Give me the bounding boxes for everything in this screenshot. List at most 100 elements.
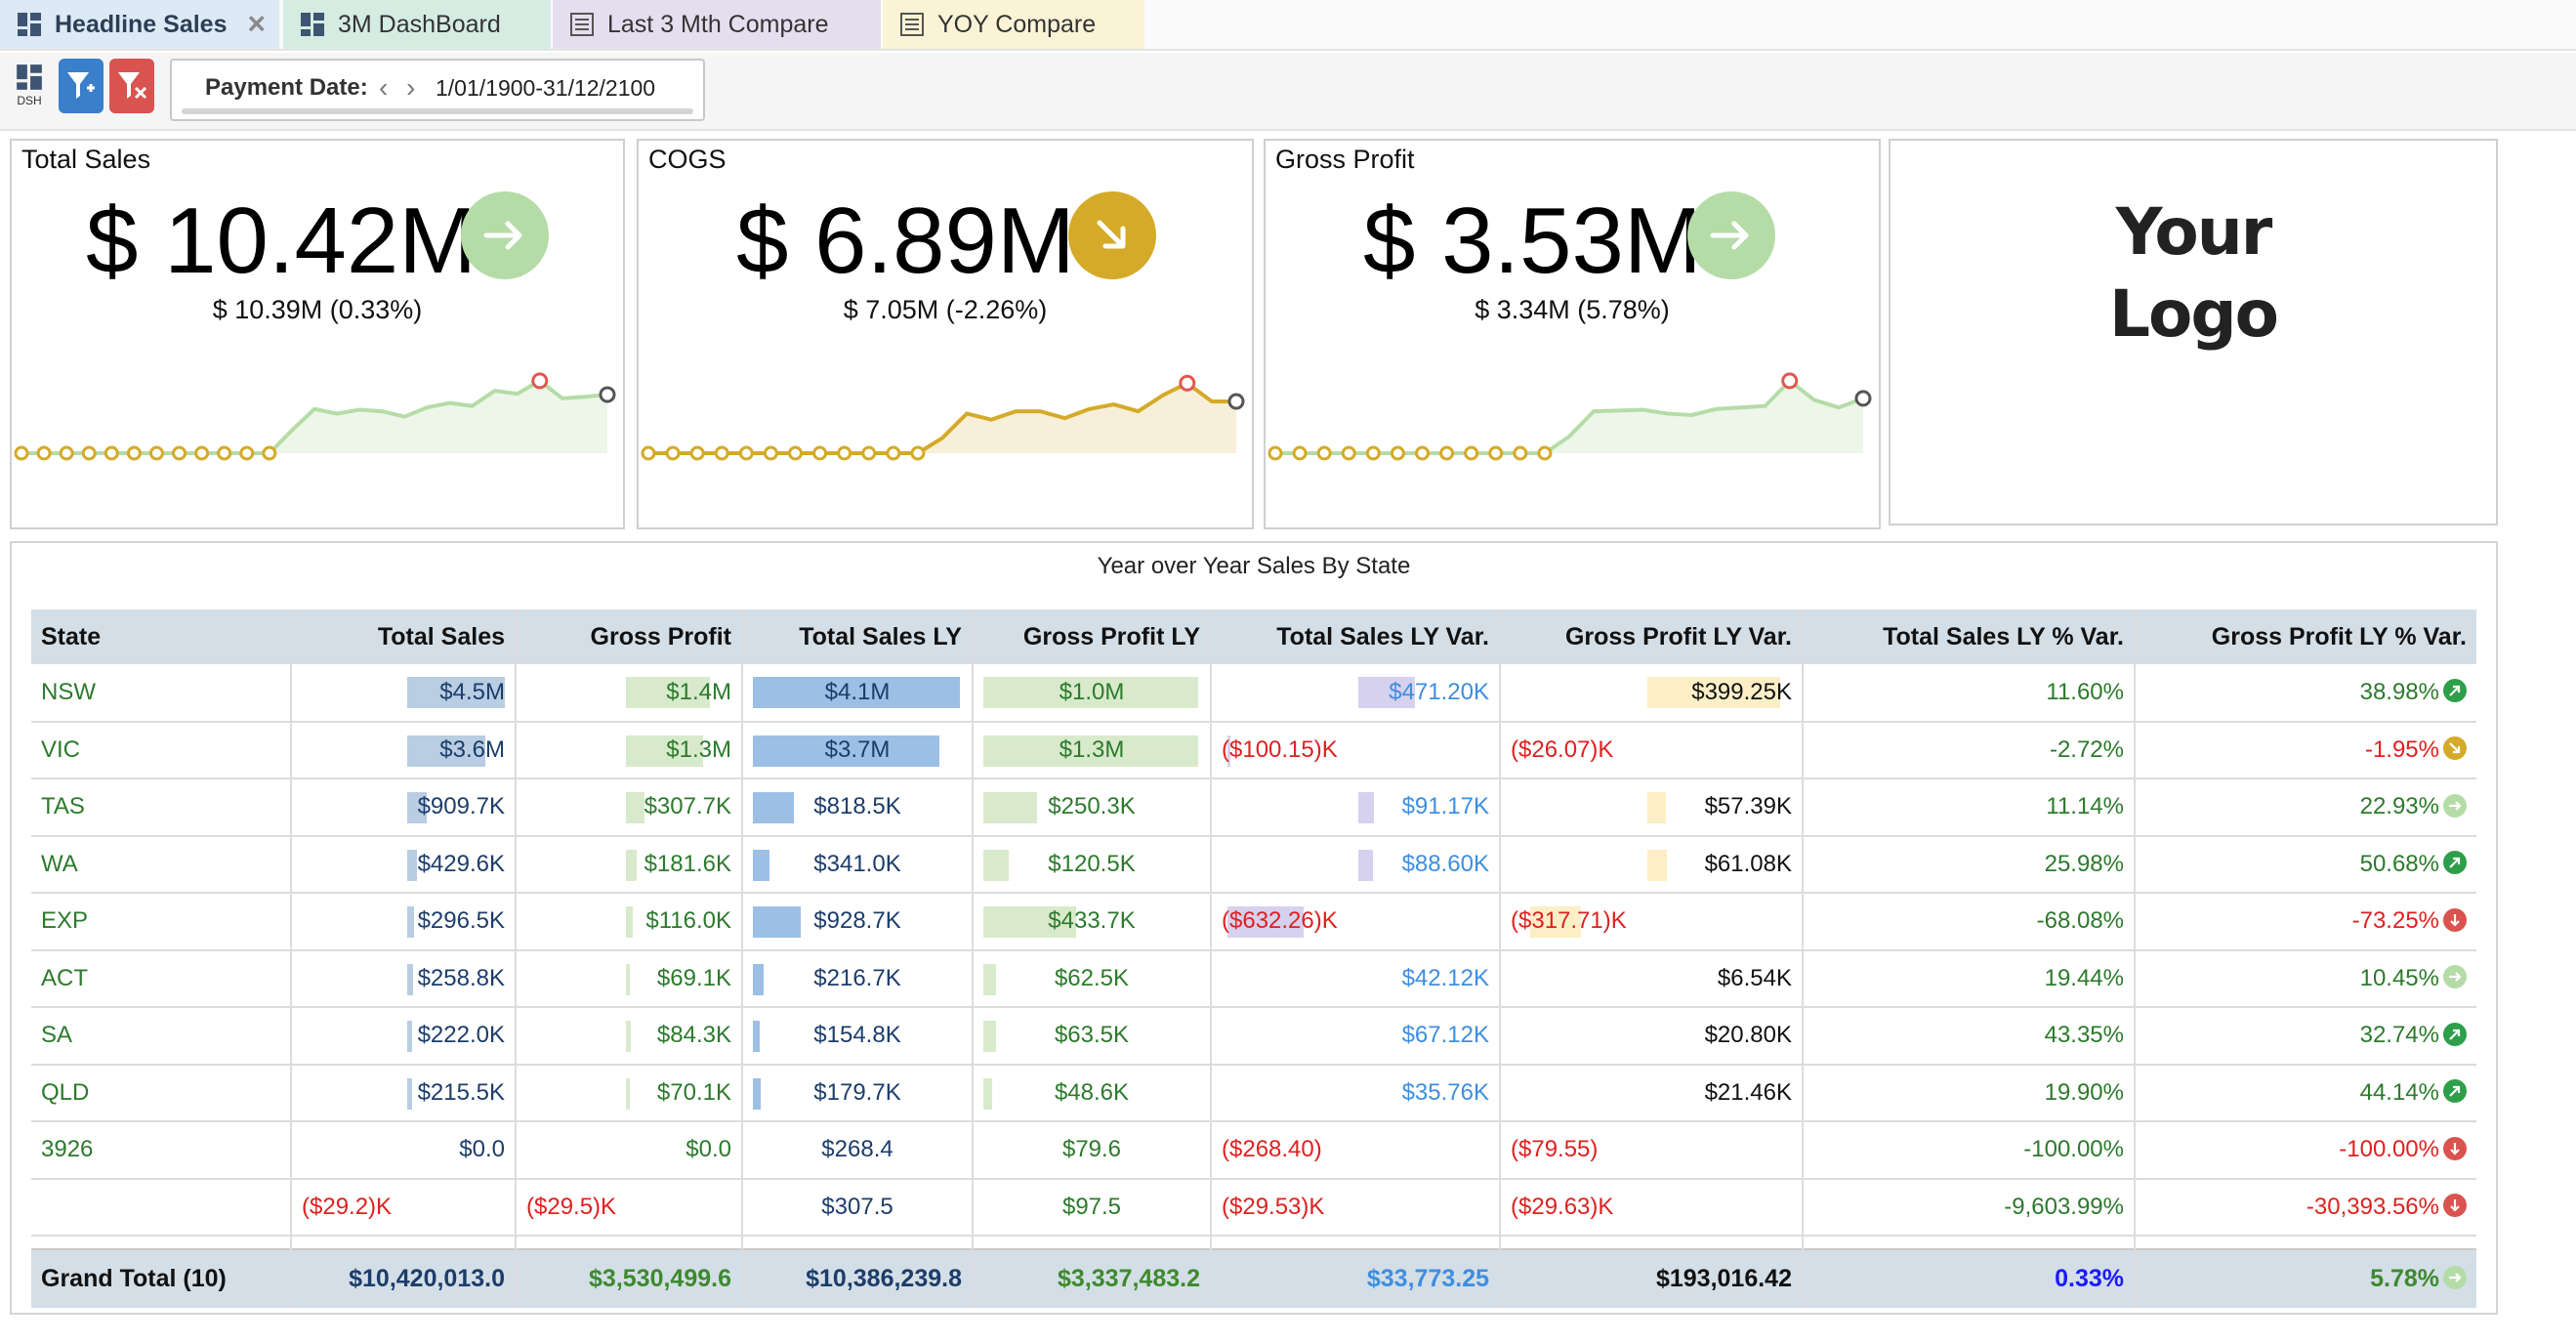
add-filter-button[interactable] <box>59 59 104 113</box>
column-header-state[interactable]: State↓ <box>31 609 292 664</box>
column-header-total-sales-ly[interactable]: Total Sales LY <box>742 609 974 664</box>
sparkline-area <box>1275 380 1863 453</box>
cell-gpvar: ($26.07)K <box>1500 721 1804 779</box>
tab-label: Headline Sales <box>55 10 228 38</box>
column-header-total-sales-ly-var[interactable]: Total Sales LY Var. <box>1211 609 1501 664</box>
trend-down-right-icon <box>2443 736 2467 761</box>
data-bar <box>1358 677 1415 708</box>
data-bar <box>626 677 710 708</box>
cell-ts: $296.5K <box>291 893 517 951</box>
sparkline-point <box>641 445 656 461</box>
cell-gply: $120.5K <box>973 835 1212 894</box>
cell-ts: $258.8K <box>291 949 517 1008</box>
table-row[interactable]: NSW $4.5M $1.4M $4.1M $1.0M $471.20K $399.25K 1… <box>31 664 2476 723</box>
cell-gpvar: ($317.71)K <box>1500 893 1804 951</box>
grand-total-gross-profit-pct-var: 5.78% <box>2135 1248 2476 1308</box>
data-bar <box>407 906 414 938</box>
cell-tsly: $154.8K <box>742 1007 974 1066</box>
cell-tsly: $4.1M <box>742 664 974 723</box>
sparkline-cogs <box>641 374 1245 461</box>
chevron-right-icon[interactable]: › <box>406 72 416 103</box>
table-row[interactable]: VIC $3.6M $1.3M $3.7M $1.3M ($100.15)K ($26.07… <box>31 721 2476 779</box>
data-bar <box>1647 792 1666 823</box>
filter-clear-icon <box>118 72 147 100</box>
kpi-value: $ 3.53M <box>1363 189 1702 293</box>
data-bar <box>753 906 801 938</box>
cell-tspct: 25.98% <box>1803 835 2136 894</box>
cell-tsly: $268.4 <box>742 1121 974 1180</box>
sparkline-point <box>886 445 901 461</box>
data-bar <box>407 792 427 823</box>
cell-ts: $909.7K <box>291 778 517 837</box>
sparkline-point <box>738 445 754 461</box>
cell-tspct: 19.90% <box>1803 1064 2136 1122</box>
tab-yoy-compare[interactable]: YOY Compare <box>883 0 1144 49</box>
column-header-gross-profit-ly-var[interactable]: Gross Profit LY Var. <box>1500 609 1804 664</box>
grand-total-total-sales-pct-var: 0.33% <box>1803 1248 2136 1308</box>
tab-label: YOY Compare <box>937 10 1097 38</box>
kpi-title: Gross Profit <box>1275 145 1415 174</box>
sparkline-point <box>59 445 74 461</box>
trend-down-icon <box>2443 907 2467 932</box>
data-bar <box>983 677 1198 708</box>
grand-total-gross-profit: $3,530,499.6 <box>516 1248 743 1308</box>
cell-tsly: $307.5 <box>742 1178 974 1237</box>
table-row[interactable]: 3926 $0.0 $0.0 $268.4 $79.6 ($268.40) ($79.55)… <box>31 1121 2476 1180</box>
cell-ts: $222.0K <box>291 1007 517 1066</box>
sparkline-point <box>1341 445 1356 461</box>
column-header-total-sales[interactable]: Total Sales <box>291 609 517 664</box>
trend-up-icon <box>1687 191 1775 279</box>
tab-3m-dashboard[interactable]: 3M DashBoard <box>283 0 551 49</box>
table-row[interactable]: SA $222.0K $84.3K $154.8K $63.5K $67.12K $20.8… <box>31 1007 2476 1066</box>
dashboard-menu-button[interactable]: DSH <box>14 63 45 107</box>
sparkline-point <box>262 445 277 461</box>
kpi-previous: $ 3.34M (5.78%) <box>1475 295 1670 324</box>
sparkline-point <box>665 445 681 461</box>
cell-tspct: 19.44% <box>1803 949 2136 1008</box>
table-row[interactable]: EXP $296.5K $116.0K $928.7K $433.7K ($632.26)… <box>31 893 2476 951</box>
table-row[interactable]: TAS $909.7K $307.7K $818.5K $250.3K $91.17K $5… <box>31 778 2476 837</box>
column-header-gross-profit-ly-pct-var[interactable]: Gross Profit LY % Var. <box>2135 609 2476 664</box>
column-header-gross-profit[interactable]: Gross Profit <box>516 609 743 664</box>
column-header-gross-profit-ly[interactable]: Gross Profit LY <box>973 609 1212 664</box>
filter-slider-track[interactable] <box>182 108 693 114</box>
cell-gply: $1.3M <box>973 721 1212 779</box>
data-bar <box>626 1077 630 1110</box>
cell-gp: ($29.5)K <box>516 1178 743 1237</box>
toolbar: DSH Payment Date: ‹ › 1/01/1900-31/12/21… <box>0 53 2576 131</box>
chevron-left-icon[interactable]: ‹ <box>379 72 389 103</box>
payment-date-filter[interactable]: Payment Date: ‹ › 1/01/1900-31/12/2100 <box>170 59 705 121</box>
column-header-total-sales-ly-pct-var[interactable]: Total Sales LY % Var. <box>1803 609 2136 664</box>
grand-total-row: Grand Total (10) $10,420,013.0 $3,530,49… <box>31 1248 2476 1308</box>
cell-ts: $215.5K <box>291 1064 517 1122</box>
filter-add-icon <box>67 72 95 99</box>
sparkline-point <box>1316 445 1332 461</box>
tab-headline-sales[interactable]: Headline Sales × <box>0 0 279 49</box>
cell-gply: $1.0M <box>973 664 1212 723</box>
trend-down-right-icon <box>1068 191 1156 279</box>
sparkline-point <box>714 445 729 461</box>
cell-tsvar: ($268.40) <box>1211 1121 1501 1180</box>
table-row[interactable]: ACT $258.8K $69.1K $216.7K $62.5K $42.12K $6.5… <box>31 949 2476 1008</box>
clear-filter-button[interactable] <box>109 59 154 113</box>
cell-gpvar: $21.46K <box>1500 1064 1804 1122</box>
close-icon[interactable]: × <box>247 6 266 41</box>
table-row[interactable]: QLD $215.5K $70.1K $179.7K $48.6K $35.76K $21.… <box>31 1064 2476 1122</box>
kpi-card-gross-profit: Gross Profit $ 3.53M $ 3.34M (5.78%) <box>1264 139 1881 529</box>
cell-tspct: -2.72% <box>1803 721 2136 779</box>
trend-up-icon <box>2443 1079 2467 1104</box>
data-bar <box>983 735 1198 767</box>
kpi-title: Total Sales <box>21 145 151 174</box>
sparkline-point <box>837 445 852 461</box>
sparkline-max-point <box>1179 374 1196 392</box>
sparkline-point <box>36 445 52 461</box>
sparkline-point <box>14 445 29 461</box>
table-row[interactable]: WA $429.6K $181.6K $341.0K $120.5K $88.60K $61… <box>31 835 2476 894</box>
tab-last-3-mth-compare[interactable]: Last 3 Mth Compare <box>553 0 881 49</box>
trend-flat-icon <box>2443 793 2467 818</box>
sparkline-point <box>239 445 255 461</box>
table-row[interactable]: ($29.2)K ($29.5)K $307.5 $97.5 ($29.53)K ($29… <box>31 1178 2476 1237</box>
trend-down-icon <box>2443 1136 2467 1160</box>
cell-gp: $181.6K <box>516 835 743 894</box>
sparkline-max-point <box>531 372 549 390</box>
